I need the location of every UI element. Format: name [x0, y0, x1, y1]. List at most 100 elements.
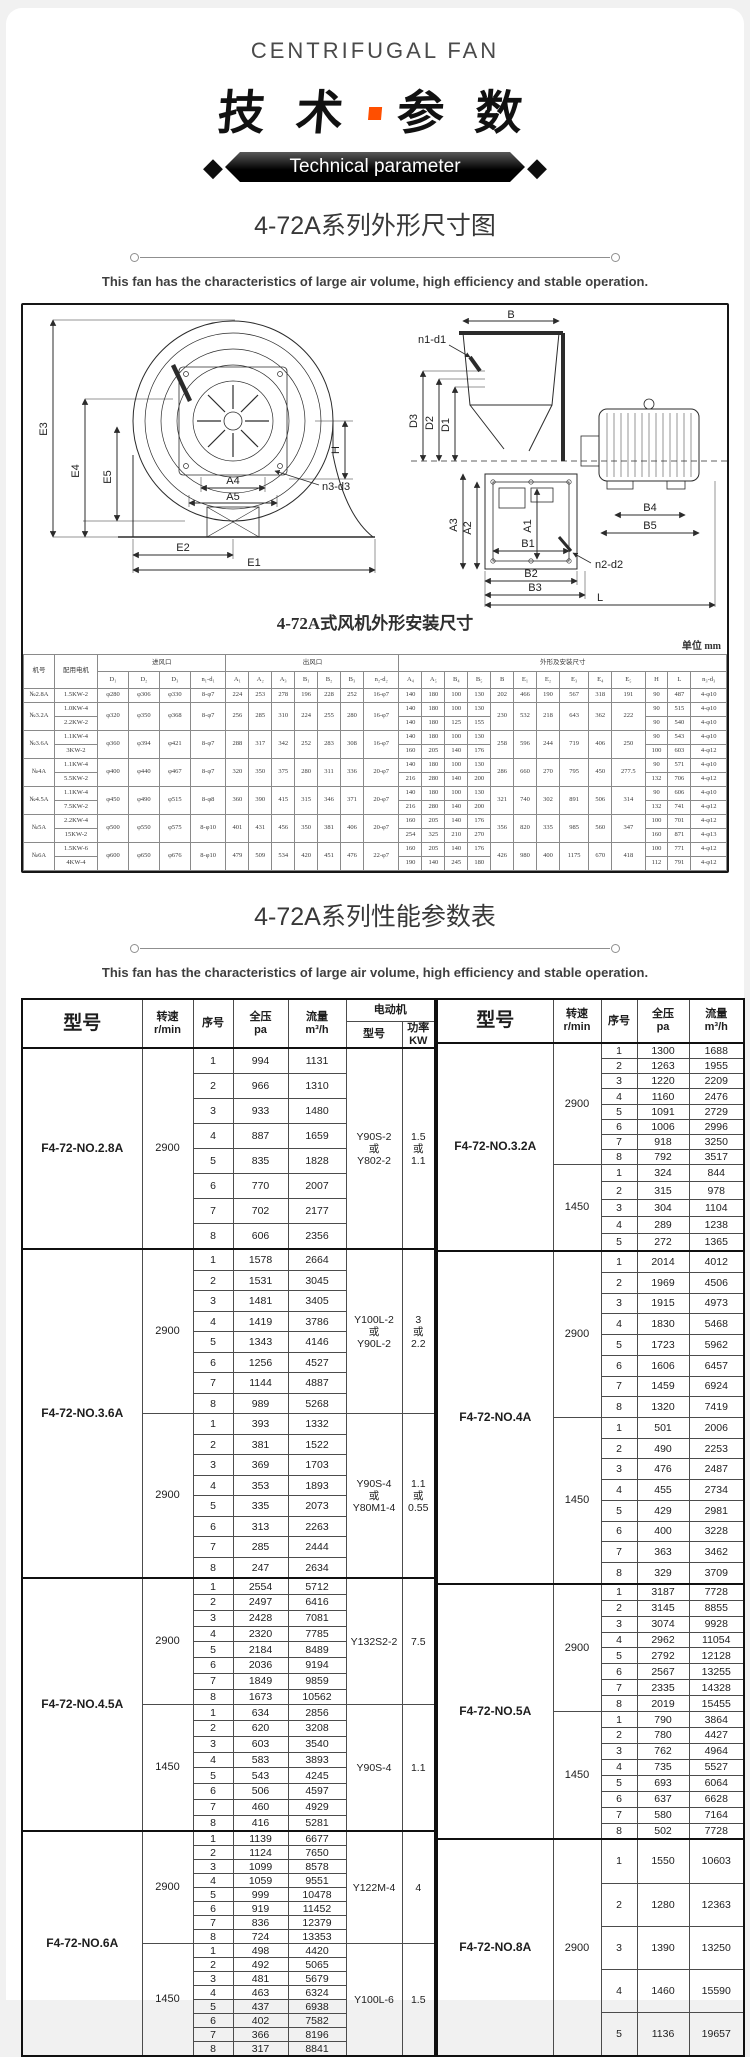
- pressure-value: 1830: [636, 1313, 690, 1336]
- pressure-value: 1723: [636, 1334, 690, 1356]
- dim-table-row: 7.5KW-2 216 280 140 200 132 741 4-φ12: [24, 800, 727, 815]
- cell: 515: [667, 702, 692, 717]
- pressure-value: 1320: [636, 1396, 690, 1418]
- pressure-value: 437: [232, 1999, 289, 2015]
- pressure-value: 933: [232, 1098, 289, 1125]
- seq-value: 5: [600, 1103, 638, 1120]
- cell: 8-φ7: [189, 758, 227, 787]
- motor-power: 7.5: [401, 1577, 436, 1706]
- flow-value: 7650: [287, 1845, 347, 1861]
- cell: 205: [421, 744, 446, 759]
- flow-value: 7785: [287, 1625, 347, 1643]
- perf-table-row: 8 606 2356: [22, 1223, 435, 1250]
- pressure-value: 1220: [636, 1073, 690, 1090]
- seq-value: 5: [192, 1767, 234, 1785]
- cell: 140: [421, 856, 446, 871]
- dim-sub-header: B: [490, 671, 515, 689]
- orange-square-icon: [367, 107, 382, 121]
- perf-table-row: 4 463 6324: [22, 1985, 435, 2001]
- cell: φ500: [97, 814, 129, 843]
- perf-table-row: 7 363 3462: [437, 1541, 745, 1563]
- cell: 415: [271, 786, 296, 815]
- cell: 311: [317, 758, 342, 787]
- seq-value: 8: [192, 1814, 234, 1832]
- dim-group-header: 出风口: [225, 654, 400, 672]
- seq-value: 4: [192, 1625, 234, 1643]
- dim-table-row: 3KW-2 160 205 140 176 100 603 4-φ12: [24, 744, 727, 759]
- flow-value: 8489: [287, 1641, 347, 1659]
- cell: 795: [558, 758, 590, 787]
- flow-value: 13250: [688, 1925, 745, 1970]
- cell: 270: [467, 828, 492, 843]
- pressure-value: 289: [636, 1215, 690, 1235]
- flow-value: 4597: [287, 1783, 347, 1800]
- cell: 176: [467, 842, 492, 857]
- flow-value: 978: [688, 1181, 745, 1200]
- cell: 701: [667, 814, 692, 829]
- cell: 540: [667, 716, 692, 731]
- pressure-value: 1160: [636, 1088, 690, 1105]
- pressure-value: 1459: [636, 1375, 690, 1398]
- pressure-value: 1969: [636, 1271, 690, 1294]
- flow-value: 2006: [688, 1416, 745, 1439]
- cell: 288: [225, 730, 250, 759]
- motor-power: 1.1: [401, 1704, 436, 1832]
- perf-table-row: 4 353 1893: [22, 1474, 435, 1497]
- pressure-value: 381: [232, 1433, 289, 1456]
- seq-value: 2: [192, 1957, 234, 1973]
- flow-value: 7164: [688, 1806, 745, 1824]
- cell: φ400: [97, 758, 129, 787]
- perf-table-row: 3 1390 13250: [437, 1925, 745, 1970]
- perf-right-header: 型号 转速 r/min 序号 全压 pa 流量 m³/h: [436, 998, 745, 1044]
- cell: φ350: [127, 702, 160, 731]
- cell: 112: [644, 856, 669, 871]
- dim-label-n1d1: n1-d1: [418, 334, 446, 346]
- flow-value: 2664: [287, 1248, 347, 1271]
- motor-model: Y122M-4: [345, 1830, 403, 1945]
- cell: 280: [421, 800, 446, 815]
- seq-value: 4: [192, 1474, 234, 1497]
- cell: 286: [490, 758, 515, 787]
- cell: 90: [644, 786, 669, 801]
- cell: 250: [611, 730, 646, 759]
- perf-table-row: F4-72-NO.4A 2900 1 2014 4012: [436, 1250, 745, 1585]
- machine-no: №5A: [23, 814, 55, 843]
- seq-value: 7: [600, 1133, 638, 1151]
- cell: 451: [317, 842, 342, 871]
- pressure-value: 1673: [232, 1688, 289, 1706]
- flow-value: 2634: [287, 1556, 347, 1579]
- col-motor-power: 功率 KW: [401, 1021, 436, 1049]
- dim-sub-header: A₃: [271, 671, 296, 689]
- perf-table-row: 5 1091 2729: [437, 1103, 745, 1120]
- pressure-value: 455: [636, 1479, 690, 1501]
- pressure-value: 2428: [232, 1609, 289, 1627]
- seq-value: 5: [600, 1774, 638, 1792]
- perf-table-row: F4-72-NO.5A 2900 1 3187 7728: [436, 1582, 745, 1840]
- cell: φ515: [158, 786, 191, 815]
- pressure-value: 2036: [232, 1657, 289, 1674]
- model-name: F4-72-NO.5A: [436, 1582, 554, 1840]
- perf-table-row: F4-72-NO.2.8A 2900 1 994 1131 Y90S-2 或 Y802-2…: [21, 1047, 436, 1250]
- perf-left-header: 型号 转速 r/min 序号 全压 pa 流量 m³/h 电动机 型号 功率 K…: [21, 998, 436, 1049]
- pressure-value: 506: [232, 1783, 289, 1800]
- motor-spec: 1.1KW-4: [54, 786, 98, 801]
- cell: 100: [444, 702, 469, 717]
- seq-value: 3: [192, 1098, 234, 1125]
- cell: 8-φ7: [189, 730, 227, 759]
- pressure-value: 502: [636, 1822, 690, 1840]
- flow-value: 19657: [688, 2011, 745, 2057]
- seq-value: 3: [600, 1073, 638, 1090]
- pressure-value: 637: [636, 1790, 690, 1808]
- seq-value: 1: [600, 1582, 638, 1601]
- cell: 4-φ12: [690, 800, 727, 815]
- cell: 362: [588, 702, 613, 731]
- seq-value: 7: [600, 1679, 638, 1697]
- pressure-value: 1091: [636, 1103, 690, 1120]
- dimension-table-body: №2.8A 1.5KW-2 φ280 φ306 φ330 8-φ7 224 253 278 196…: [23, 688, 727, 871]
- cell: 420: [294, 842, 319, 871]
- perf-table-row: F4-72-NO.3.6A 2900 1 1578 2664 Y100L-2 或 Y90L…: [21, 1248, 436, 1579]
- pressure-value: 2335: [636, 1679, 690, 1697]
- flow-value: 6924: [688, 1375, 745, 1398]
- seq-value: 5: [192, 1148, 234, 1175]
- dim-table-row: №5A 2.2KW-4 φ500 φ550 φ575 8-φ10 401 431 456 350 3…: [23, 814, 727, 843]
